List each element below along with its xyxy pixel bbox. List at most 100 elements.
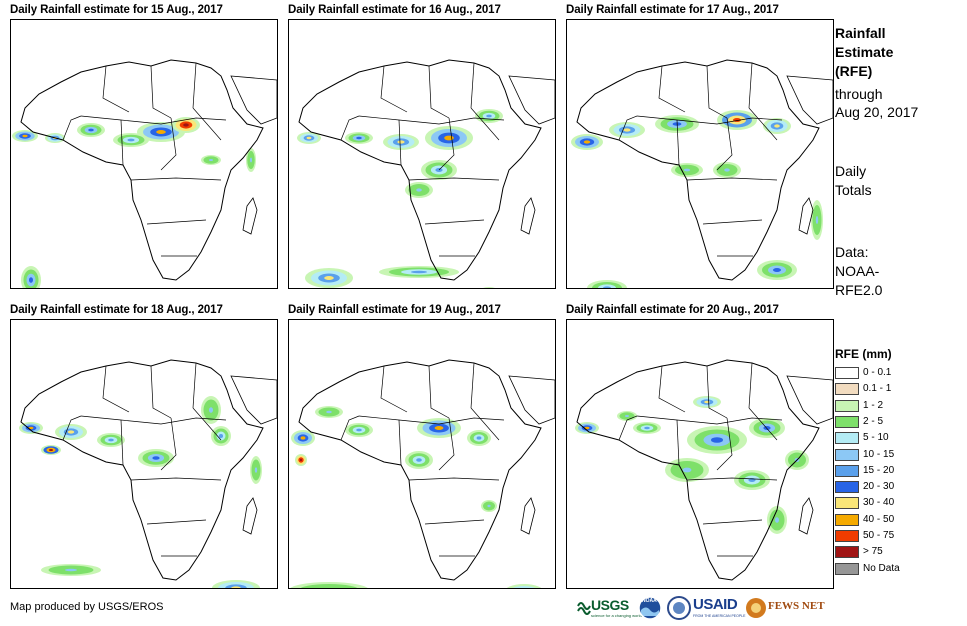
rainfall-blob — [416, 458, 422, 462]
product-title-line3: (RFE) — [835, 63, 873, 79]
legend-swatch — [835, 367, 859, 379]
madagascar-outline — [798, 497, 814, 535]
africa-coastline — [20, 59, 264, 281]
legend-item: 1 - 2 — [835, 399, 955, 413]
arabian-peninsula-outline — [508, 75, 555, 125]
data-source-line3: RFE2.0 — [835, 282, 883, 298]
country-border — [146, 519, 207, 525]
rainfall-blob — [775, 517, 779, 523]
usaid-logo: USAID FROM THE AMERICAN PEOPLE — [693, 595, 749, 621]
rainfall-map — [288, 19, 556, 289]
rainfall-map — [10, 319, 278, 589]
legend-item: 5 - 10 — [835, 431, 955, 445]
legend-item: 15 - 20 — [835, 464, 955, 478]
rainfall-blob — [29, 277, 33, 283]
africa-coastline — [298, 59, 542, 281]
legend-swatch — [835, 432, 859, 445]
country-border — [120, 119, 124, 166]
rainfall-blob — [156, 130, 166, 134]
arabian-peninsula-outline — [230, 75, 277, 125]
rainfall-blob — [183, 123, 189, 127]
rainfall-blob — [486, 114, 492, 118]
legend-swatch — [835, 399, 859, 412]
rainfall-blob — [152, 456, 160, 460]
rainfall-blob — [411, 270, 427, 274]
madagascar-outline — [242, 497, 258, 535]
legend-label: 5 - 10 — [863, 432, 889, 444]
rainfall-blob — [416, 188, 422, 192]
rainfall-blob — [397, 140, 405, 144]
rainfall-blob — [625, 415, 629, 417]
arabian-peninsula-outline — [786, 375, 833, 425]
country-border — [636, 415, 783, 425]
rainfall-blob — [773, 268, 781, 272]
rainfall-blob — [774, 124, 780, 128]
africa-map-svg — [297, 59, 555, 288]
country-border — [398, 419, 402, 466]
rainfall-blob — [444, 135, 454, 141]
rainfall-blob — [763, 426, 771, 430]
partner-logos: USGS science for a changing world NOAA U… — [577, 595, 827, 621]
legend-swatch — [835, 546, 859, 559]
country-border — [702, 219, 763, 225]
dhs-seal — [667, 595, 691, 621]
rainfall-blob — [724, 168, 730, 172]
rainfall-blob — [49, 449, 53, 451]
usgs-logo: USGS science for a changing world — [577, 595, 642, 621]
country-border — [658, 365, 686, 413]
rainfall-blob — [644, 426, 650, 430]
rainfall-blob — [682, 467, 692, 473]
country-border — [398, 119, 402, 166]
country-border — [62, 415, 82, 441]
rainfall-blob — [254, 467, 258, 473]
country-border — [192, 62, 197, 109]
country-border — [438, 117, 455, 171]
rainfall-blob — [584, 426, 590, 430]
country-border — [618, 115, 638, 141]
madagascar-outline — [798, 197, 814, 235]
rainfall-blob — [88, 128, 94, 132]
panel-title: Daily Rainfall estimate for 16 Aug., 201… — [288, 4, 501, 16]
country-border — [470, 62, 475, 109]
country-border — [192, 362, 197, 409]
country-border — [716, 417, 733, 471]
rainfall-map — [566, 19, 834, 289]
arabian-peninsula-outline — [230, 375, 277, 425]
country-border — [686, 177, 778, 181]
rainfall-map — [288, 319, 556, 589]
country-border — [380, 65, 408, 113]
rainfall-blob — [219, 434, 223, 438]
panel-title: Daily Rainfall estimate for 18 Aug., 201… — [10, 304, 223, 316]
legend-label: 40 - 50 — [863, 513, 895, 525]
legend-swatch — [835, 415, 859, 428]
legend-item: 10 - 15 — [835, 448, 955, 462]
totals-line1: Daily — [835, 163, 867, 179]
country-border — [676, 119, 680, 166]
legend-label: 1 - 2 — [863, 399, 884, 411]
rainfall-blob — [28, 426, 34, 430]
country-border — [80, 415, 227, 425]
rainfall-blob — [483, 287, 495, 288]
legend-swatch — [835, 562, 859, 575]
rainfall-blob — [603, 286, 611, 288]
panel-title: Daily Rainfall estimate for 17 Aug., 201… — [566, 4, 779, 16]
rainfall-blob — [209, 159, 213, 161]
rainfall-blob — [209, 407, 213, 413]
rainfall-blob — [314, 586, 344, 588]
country-border — [102, 65, 130, 113]
legend-label: 50 - 75 — [863, 530, 895, 541]
africa-map-svg — [571, 59, 833, 288]
rainfall-blob — [815, 216, 819, 224]
arabian-peninsula-outline — [786, 75, 833, 125]
country-border — [424, 219, 485, 225]
panel-title: Daily Rainfall estimate for 20 Aug., 201… — [566, 304, 779, 316]
legend-item: > 75 — [835, 545, 955, 559]
product-title-line1: Rainfall — [835, 25, 886, 41]
country-border — [62, 115, 82, 141]
legend-label: 0 - 0.1 — [863, 367, 892, 378]
country-border — [408, 477, 500, 481]
legend-item: 0 - 0.1 — [835, 366, 955, 380]
rainfall-blob — [324, 276, 334, 280]
data-source-line1: Data: — [835, 244, 869, 260]
country-border — [618, 415, 638, 441]
